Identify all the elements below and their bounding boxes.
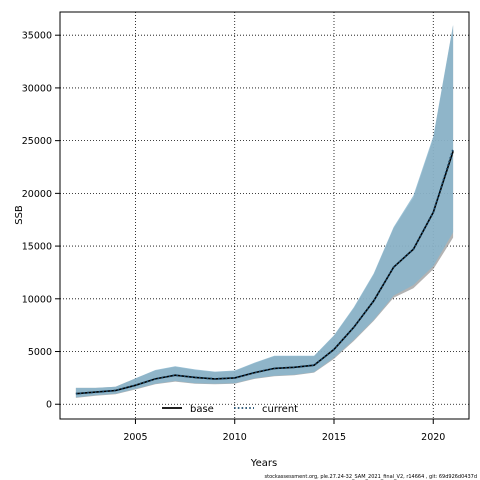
x-tick-label-2010: 2010 <box>223 432 247 443</box>
series-lines <box>75 148 454 395</box>
x-tick-label-2020: 2020 <box>421 432 445 443</box>
x-tick-label-2005: 2005 <box>123 432 147 443</box>
footer-credit: stockassessment.org, ple.27.24-32_SAM_20… <box>265 474 477 480</box>
y-tick-label-30000: 30000 <box>22 83 52 94</box>
y-tick-label-15000: 15000 <box>22 242 52 253</box>
plot-frame <box>59 11 470 420</box>
x-axis-ticks: 2005 2010 2015 2020 <box>123 419 445 443</box>
y-axis-ticks: 0 5000 10000 15000 20000 25000 30000 35000 <box>22 31 60 411</box>
confidence-bands <box>75 24 454 398</box>
y-tick-label-0: 0 <box>46 400 52 411</box>
y-tick-label-25000: 25000 <box>22 136 52 147</box>
band-current <box>75 24 454 398</box>
series-line-current <box>75 148 454 395</box>
x-axis-title: Years <box>250 458 277 469</box>
y-tick-label-20000: 20000 <box>22 189 52 200</box>
x-tick-label-2015: 2015 <box>322 432 346 443</box>
legend-label-current: current <box>262 404 298 415</box>
legend-label-base: base <box>190 404 214 415</box>
y-tick-label-5000: 5000 <box>28 347 52 358</box>
y-axis-title: SSB <box>14 205 25 225</box>
y-tick-label-35000: 35000 <box>22 31 52 42</box>
legend: base current <box>162 404 298 415</box>
y-tick-label-10000: 10000 <box>22 294 52 305</box>
